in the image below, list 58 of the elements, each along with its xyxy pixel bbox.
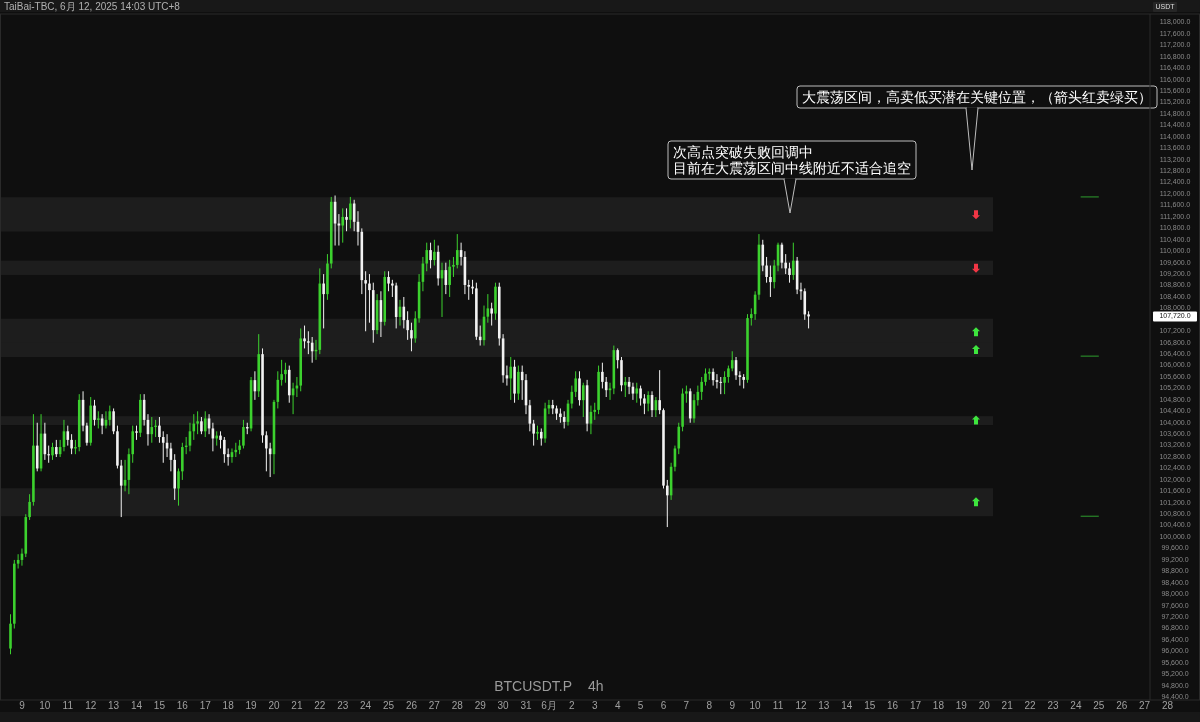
x-tick-label: 24	[360, 699, 372, 711]
x-tick-label: 31	[520, 699, 533, 711]
x-tick-label: 21	[291, 699, 303, 711]
x-tick-label: 21	[1001, 699, 1014, 711]
x-tick-label: 13	[818, 699, 830, 711]
x-tick-label: 14	[841, 699, 853, 711]
x-tick-label: 16	[887, 699, 899, 711]
x-tick-label: 9	[729, 699, 736, 711]
x-tick-label: 17	[909, 699, 922, 711]
x-tick-label: 28	[1161, 699, 1174, 711]
x-tick-label: 7	[683, 699, 690, 711]
x-tick-label: 22	[1024, 699, 1037, 711]
x-tick-label: 12	[85, 699, 97, 711]
x-tick-label: 30	[497, 699, 510, 711]
x-tick-label: 27	[428, 699, 441, 711]
x-tick-label: 27	[1139, 699, 1151, 711]
x-tick-label: 28	[451, 699, 464, 711]
x-tick-label: 16	[176, 699, 189, 711]
x-tick-label: 18	[222, 699, 235, 711]
x-tick-label: 6	[660, 699, 667, 711]
x-tick-label: 15	[864, 699, 876, 711]
x-tick-label: 26	[1116, 699, 1128, 711]
x-tick-label: 2	[569, 699, 576, 711]
x-tick-label: 29	[474, 699, 487, 711]
x-tick-label: 18	[932, 699, 945, 711]
x-tick-label: 9	[19, 699, 26, 711]
x-tick-label: 11	[772, 699, 784, 711]
x-tick-label: 17	[199, 699, 212, 711]
x-tick-label: 8	[706, 699, 713, 711]
x-tick-label: 10	[39, 699, 51, 711]
x-tick-label: 6月	[541, 699, 557, 711]
x-tick-label: 24	[1070, 699, 1082, 711]
x-tick-label: 11	[62, 699, 74, 711]
x-tick-label: 20	[268, 699, 280, 711]
x-tick-label: 19	[245, 699, 258, 711]
x-tick-label: 23	[1047, 699, 1059, 711]
x-tick-label: 5	[637, 699, 644, 711]
x-tick-label: 10	[749, 699, 762, 711]
text: BTCUSDT.P	[494, 677, 572, 694]
text: TaiBai-TBC, 6月 12, 2025 14:03 UTC+8	[4, 0, 181, 12]
x-tick-label: 23	[337, 699, 349, 711]
x-tick-label: 3	[591, 699, 598, 711]
x-tick-label: 25	[1093, 699, 1105, 711]
x-tick-label: 19	[955, 699, 968, 711]
x-tick-label: 25	[382, 699, 395, 711]
annotation: 目前在大震荡区间中线附近不适合追空	[673, 160, 911, 176]
x-tick-label: 15	[153, 699, 166, 711]
annotation: 次高点突破失败回调中	[673, 144, 813, 160]
x-tick-label: 20	[978, 699, 991, 711]
x-tick-label: 14	[130, 699, 143, 711]
text: 4h	[588, 677, 604, 694]
x-tick-label: 26	[405, 699, 418, 711]
annotation: 大震荡区间，高卖低买潜在关键位置，（箭头红卖绿买）	[802, 89, 1152, 105]
x-tick-label: 12	[795, 699, 807, 711]
x-tick-label: 4	[614, 699, 621, 711]
x-tick-label: 13	[108, 699, 120, 711]
x-tick-label: 22	[314, 699, 326, 711]
callout: 次高点突破失败回调中 目前在大震荡区间中线附近不适合追空	[667, 140, 917, 214]
